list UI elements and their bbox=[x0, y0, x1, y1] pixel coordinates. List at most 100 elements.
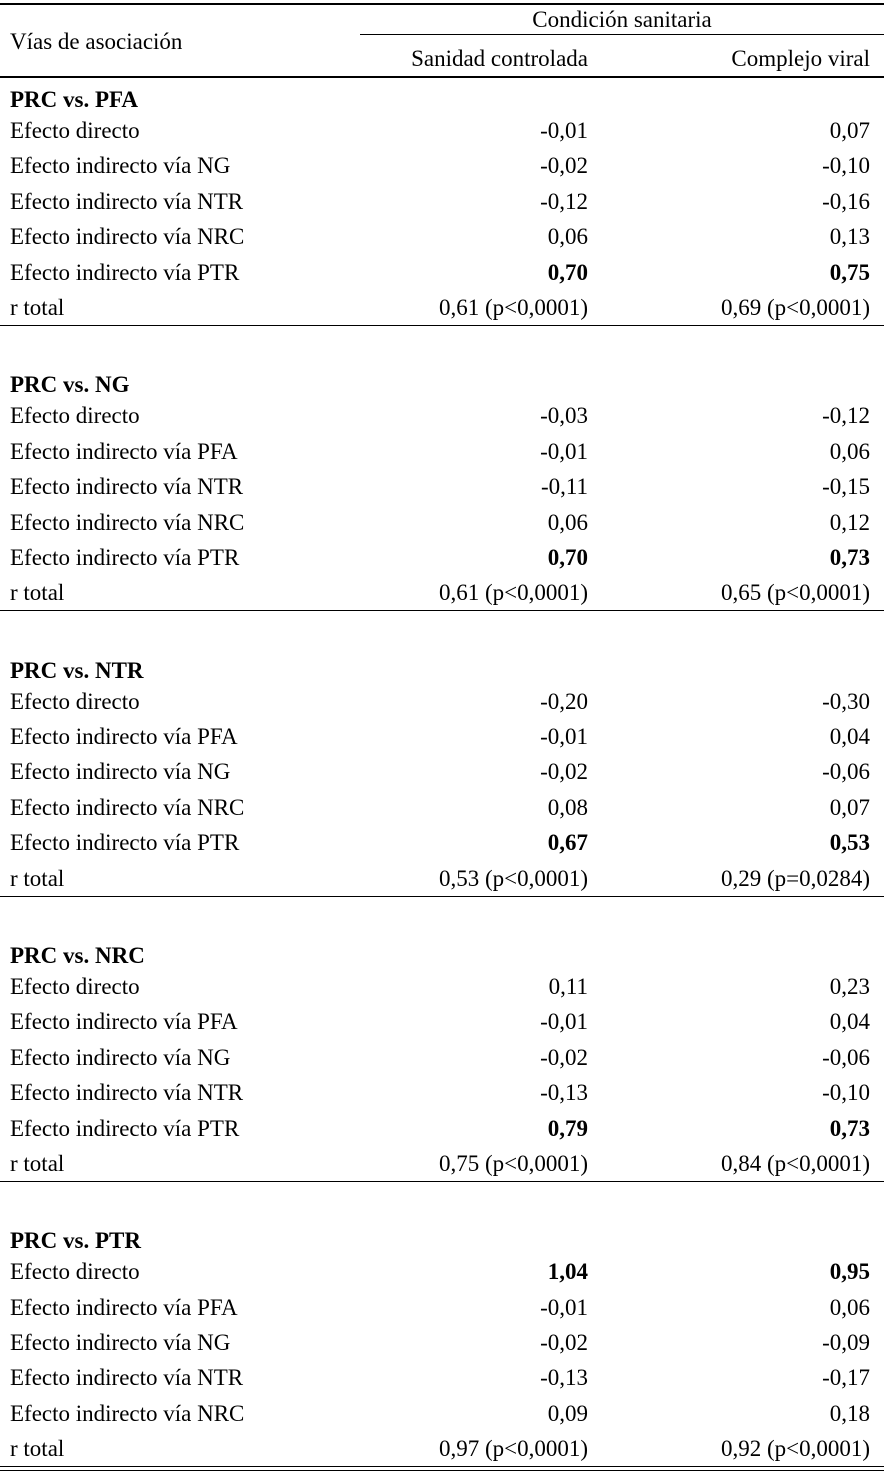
cell-value: -0,30 bbox=[822, 688, 870, 714]
group-rule bbox=[0, 1180, 884, 1182]
group-title: PRC vs. NTR bbox=[10, 657, 144, 683]
group-rule bbox=[360, 34, 884, 35]
cell-value: 0,75 bbox=[829, 259, 870, 285]
cell-value: 1,04 bbox=[547, 1259, 588, 1285]
cell-value: 0,07 bbox=[829, 118, 870, 143]
cell-value: -0,13 bbox=[540, 1080, 588, 1106]
cell-value: 0,06 bbox=[547, 509, 588, 535]
cell-value: 0,73 bbox=[829, 544, 870, 570]
cell-value: 0,61 (p<0,0001) bbox=[438, 580, 588, 606]
cell-value: 0,04 bbox=[829, 1009, 870, 1035]
cell-value: -0,11 bbox=[540, 474, 588, 500]
row-label: Efecto directo bbox=[10, 973, 140, 999]
cell-value: 0,65 (p<0,0001) bbox=[720, 580, 870, 606]
row-label: Efecto indirecto vía NRC bbox=[10, 224, 245, 250]
cell-value: -0,06 bbox=[822, 759, 870, 785]
group-title: PRC vs. PTR bbox=[10, 1228, 141, 1254]
row-label: Efecto indirecto vía PTR bbox=[10, 830, 240, 856]
cell-value: -0,12 bbox=[540, 188, 588, 214]
row-label: r total bbox=[10, 1150, 65, 1176]
cell-value: 0,04 bbox=[829, 724, 870, 749]
row-label: Efecto indirecto vía NG bbox=[10, 153, 231, 179]
cell-value: -0,01 bbox=[540, 438, 588, 464]
cell-value: -0,20 bbox=[540, 688, 588, 714]
cell-value: 0,07 bbox=[829, 794, 870, 820]
row-label: r total bbox=[10, 295, 65, 320]
row-label: Efecto indirecto vía NRC bbox=[10, 1400, 245, 1426]
row-label: r total bbox=[10, 1436, 65, 1462]
cell-value: 0,95 bbox=[829, 1259, 870, 1285]
cell-value: -0,01 bbox=[540, 724, 588, 749]
column-group-header: Condición sanitaria bbox=[532, 7, 712, 32]
row-label: Efecto indirecto vía PTR bbox=[10, 544, 240, 570]
cell-value: 0,69 (p<0,0001) bbox=[720, 295, 870, 320]
cell-value: 0,73 bbox=[829, 1115, 870, 1141]
column-header: Sanidad controlada bbox=[411, 46, 588, 71]
column-header: Complejo viral bbox=[731, 46, 870, 71]
row-label: r total bbox=[10, 580, 65, 606]
cell-value: 0,61 (p<0,0001) bbox=[438, 295, 588, 320]
cell-value: -0,10 bbox=[822, 153, 870, 179]
cell-value: -0,09 bbox=[822, 1330, 870, 1355]
cell-value: -0,03 bbox=[540, 403, 588, 429]
cell-value: -0,12 bbox=[822, 403, 870, 429]
row-label: Efecto indirecto vía PFA bbox=[10, 1009, 238, 1035]
cell-value: -0,01 bbox=[540, 118, 588, 143]
cell-value: -0,02 bbox=[540, 153, 588, 179]
row-label: Efecto directo bbox=[10, 118, 140, 143]
cell-value: 0,11 bbox=[548, 973, 588, 999]
row-label: Efecto directo bbox=[10, 1259, 140, 1285]
cell-value: -0,02 bbox=[540, 759, 588, 785]
cell-value: 0,06 bbox=[547, 224, 588, 250]
cell-value: 0,70 bbox=[547, 544, 588, 570]
row-header: Vías de asociación bbox=[10, 29, 183, 54]
row-label: Efecto directo bbox=[10, 403, 140, 429]
row-label: Efecto indirecto vía NRC bbox=[10, 794, 245, 820]
row-label: Efecto indirecto vía NG bbox=[10, 1330, 231, 1355]
cell-value: -0,01 bbox=[540, 1294, 588, 1320]
row-label: Efecto indirecto vía PFA bbox=[10, 724, 238, 749]
header-rule bbox=[0, 76, 884, 78]
row-label: r total bbox=[10, 865, 65, 891]
row-label: Efecto indirecto vía NTR bbox=[10, 1080, 244, 1106]
cell-value: 0,18 bbox=[829, 1400, 870, 1426]
row-label: Efecto indirecto vía NTR bbox=[10, 1365, 244, 1391]
cell-value: -0,13 bbox=[540, 1365, 588, 1391]
cell-value: -0,17 bbox=[822, 1365, 870, 1391]
cell-value: 0,79 bbox=[547, 1115, 588, 1141]
cell-value: 0,12 bbox=[829, 509, 870, 535]
group-title: PRC vs. PFA bbox=[10, 87, 138, 112]
row-label: Efecto indirecto vía NRC bbox=[10, 509, 245, 535]
row-label: Efecto indirecto vía PTR bbox=[10, 259, 240, 285]
row-label: Efecto indirecto vía NG bbox=[10, 759, 231, 785]
cell-value: 0,13 bbox=[829, 224, 870, 250]
row-label: Efecto indirecto vía NTR bbox=[10, 188, 244, 214]
group-rule bbox=[0, 325, 884, 326]
row-label: Efecto indirecto vía NG bbox=[10, 1044, 231, 1070]
cell-value: 0,97 (p<0,0001) bbox=[438, 1436, 588, 1462]
cell-value: 0,06 bbox=[829, 1294, 870, 1320]
bottom-rule bbox=[0, 1470, 884, 1472]
cell-value: 0,84 (p<0,0001) bbox=[720, 1150, 870, 1176]
row-label: Efecto indirecto vía PFA bbox=[10, 438, 238, 464]
group-rule bbox=[0, 895, 884, 897]
cell-value: -0,02 bbox=[540, 1044, 588, 1070]
cell-value: 0,53 (p<0,0001) bbox=[438, 865, 588, 891]
group-rule bbox=[0, 1466, 884, 1468]
cell-value: -0,02 bbox=[540, 1330, 588, 1355]
cell-value: 0,70 bbox=[547, 259, 588, 285]
cell-value: -0,01 bbox=[540, 1009, 588, 1035]
row-label: Efecto indirecto vía PFA bbox=[10, 1294, 238, 1320]
cell-value: 0,53 bbox=[829, 830, 870, 856]
cell-value: -0,06 bbox=[822, 1044, 870, 1070]
top-rule bbox=[0, 3, 884, 5]
row-label: Efecto indirecto vía NTR bbox=[10, 474, 244, 500]
group-title: PRC vs. NRC bbox=[10, 942, 145, 968]
cell-value: 0,08 bbox=[547, 794, 588, 820]
group-rule bbox=[0, 610, 884, 612]
cell-value: 0,75 (p<0,0001) bbox=[438, 1150, 588, 1176]
cell-value: -0,16 bbox=[822, 188, 870, 214]
cell-value: 0,29 (p=0,0284) bbox=[720, 865, 870, 891]
cell-value: 0,92 (p<0,0001) bbox=[720, 1436, 870, 1462]
